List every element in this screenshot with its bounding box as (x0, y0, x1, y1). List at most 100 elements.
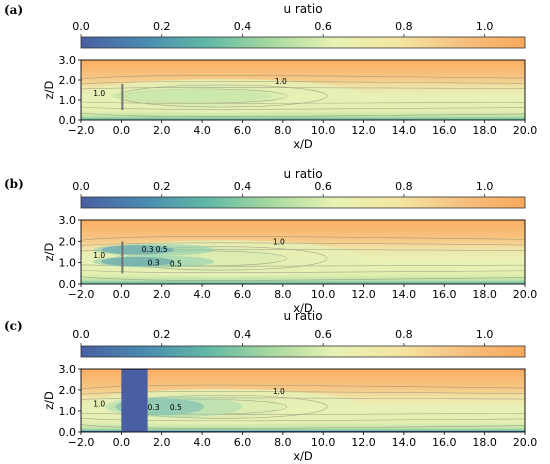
contour-label: 0.3 (148, 259, 160, 268)
y-axis-label: z/D (42, 242, 56, 261)
x-tick-label: 20.0 (513, 436, 538, 449)
colorbar-tick-label: 0.6 (314, 328, 332, 341)
x-tick-label: −2.0 (68, 288, 95, 301)
axes-frame (80, 59, 526, 121)
y-tick-label: 1.0 (59, 94, 77, 107)
x-tick-label: 12.0 (351, 288, 376, 301)
axes-frame (80, 368, 526, 433)
contour-label: 1.0 (93, 89, 105, 98)
contour-line (81, 424, 525, 429)
contour-label: 0.5 (170, 403, 182, 412)
y-tick-label: 2.0 (59, 74, 77, 87)
x-tick-label: 8.0 (274, 436, 292, 449)
contour-line (81, 269, 525, 273)
obstacle (121, 84, 124, 110)
y-axis-label: z/D (42, 80, 56, 99)
colorbar (80, 36, 526, 49)
colorbar (80, 196, 526, 209)
heatmap-field (81, 369, 525, 432)
panel-label: (b) (4, 177, 24, 191)
x-tick-label: 0.0 (113, 124, 131, 137)
heatmap-field (81, 60, 525, 120)
contour-line (81, 276, 525, 281)
contour-line (81, 242, 525, 246)
contour-line (81, 391, 525, 395)
y-axis-label: z/D (42, 391, 56, 410)
colorbar-tick-label: 1.0 (476, 328, 494, 341)
deficit-halo (93, 243, 215, 256)
panel-label: (c) (4, 319, 23, 333)
deficit-halo (111, 89, 273, 103)
contour-line (81, 74, 525, 80)
x-tick-label: 16.0 (432, 124, 457, 137)
contour-label: 0.3 (148, 403, 160, 412)
ground-layer (81, 429, 525, 432)
colorbar-tick-label: 0.6 (314, 180, 332, 193)
colorbar-tick-label: 0.8 (395, 328, 413, 341)
colorbar-tick-label: 0.0 (72, 180, 90, 193)
contour-line (81, 384, 525, 390)
contour-lines (81, 384, 525, 429)
y-tick-label: 3.0 (59, 54, 77, 67)
x-tick-label: 20.0 (513, 124, 538, 137)
contour-line (81, 106, 525, 110)
x-tick-label: 4.0 (193, 436, 211, 449)
x-tick-label: 4.0 (193, 124, 211, 137)
x-tick-label: 0.0 (113, 288, 131, 301)
y-tick-label: 3.0 (59, 214, 77, 227)
x-tick-label: 10.0 (311, 436, 336, 449)
x-tick-label: 12.0 (351, 436, 376, 449)
colorbar-tick-label: 1.0 (476, 20, 494, 33)
x-tick-label: 10.0 (311, 124, 336, 137)
x-tick-label: 18.0 (472, 288, 497, 301)
x-axis-label: x/D (293, 301, 313, 315)
panel-label: (a) (4, 3, 23, 17)
colorbar-tick-label: 0.2 (153, 20, 171, 33)
contour-line (81, 412, 525, 415)
colorbar-tick-label: 0.8 (395, 20, 413, 33)
contour-label: 1.0 (273, 237, 285, 246)
contour-line (81, 397, 525, 400)
colorbar-tick-label: 0.4 (234, 180, 252, 193)
axes-frame (80, 219, 526, 285)
x-tick-label: 0.0 (113, 436, 131, 449)
y-tick-label: 2.0 (59, 384, 77, 397)
y-tick-label: 1.0 (59, 405, 77, 418)
y-tick-label: 0.0 (59, 426, 77, 439)
obstacle (121, 369, 148, 432)
y-tick-label: 3.0 (59, 363, 77, 376)
x-tick-label: 10.0 (311, 288, 336, 301)
x-tick-label: 18.0 (472, 124, 497, 137)
x-axis-label: x/D (293, 137, 313, 151)
y-tick-label: 0.0 (59, 114, 77, 127)
contour-line (81, 87, 525, 90)
x-axis-label: x/D (293, 449, 313, 463)
colorbar-tick-label: 0.0 (72, 328, 90, 341)
contour-label: 1.0 (93, 400, 105, 409)
x-tick-label: 6.0 (234, 124, 252, 137)
contour-line (81, 418, 525, 422)
contour-label: 0.3 (142, 245, 154, 254)
colorbar-tick-label: 0.2 (153, 180, 171, 193)
ground-strip (81, 430, 525, 432)
x-tick-label: 2.0 (153, 288, 171, 301)
contour-label: 1.0 (273, 387, 285, 396)
colorbar-tick-label: 0.0 (72, 20, 90, 33)
contour-label: 1.0 (275, 77, 287, 86)
x-tick-label: 14.0 (392, 124, 417, 137)
colorbar-tick-label: 0.4 (234, 20, 252, 33)
contour-label: 0.5 (170, 260, 182, 269)
ground-layer (81, 117, 525, 120)
panel-3: (c) u ratio 0.0 0.2 0.4 0.6 0.8 1.0 1.0 0.3 0.5 1.0… (4, 309, 537, 463)
heatmap-field (81, 220, 525, 284)
contour-label: 1.0 (93, 251, 105, 260)
x-tick-label: 14.0 (392, 436, 417, 449)
x-tick-label: 20.0 (513, 288, 538, 301)
x-tick-label: 2.0 (153, 124, 171, 137)
x-tick-label: 12.0 (351, 124, 376, 137)
contour-line (81, 101, 525, 104)
contour-line (81, 112, 525, 118)
